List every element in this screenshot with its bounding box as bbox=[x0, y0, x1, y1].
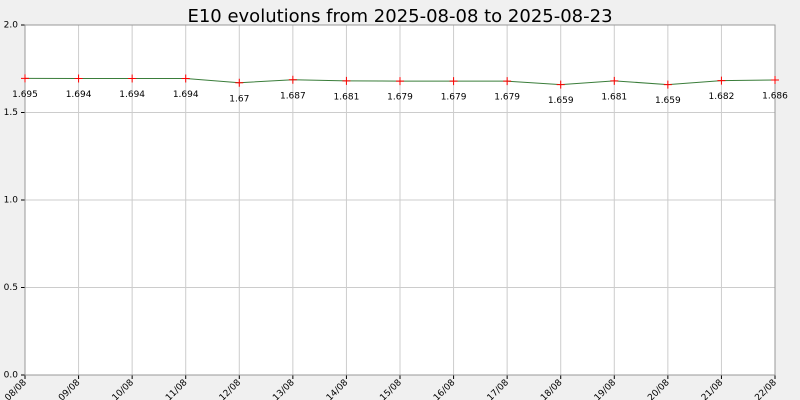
y-tick-label: 0.5 bbox=[4, 283, 18, 293]
marker bbox=[663, 80, 672, 89]
x-tick-label: 10/08 bbox=[111, 378, 137, 400]
y-tick-label: 1.5 bbox=[4, 108, 18, 118]
marker bbox=[181, 74, 190, 83]
x-tick-label: 11/08 bbox=[164, 378, 190, 400]
marker bbox=[74, 74, 83, 83]
marker bbox=[771, 75, 779, 84]
plot-border bbox=[24, 24, 776, 376]
chart-title: E10 evolutions from 2025-08-08 to 2025-0… bbox=[187, 6, 612, 27]
value-label: 1.679 bbox=[387, 93, 413, 103]
marker bbox=[342, 76, 351, 85]
value-label: 1.679 bbox=[494, 93, 520, 103]
value-label: 1.694 bbox=[66, 90, 92, 100]
x-tick-label: 18/08 bbox=[539, 378, 565, 400]
x-tick-label: 19/08 bbox=[593, 378, 619, 400]
value-label: 1.694 bbox=[119, 90, 145, 100]
x-tick-label: 16/08 bbox=[432, 378, 458, 400]
marker bbox=[288, 75, 297, 84]
value-label: 1.695 bbox=[12, 90, 38, 100]
value-label: 1.681 bbox=[601, 92, 627, 102]
x-tick-label: 08/08 bbox=[3, 378, 29, 400]
value-label: 1.659 bbox=[548, 96, 574, 106]
value-label: 1.681 bbox=[334, 92, 360, 102]
value-label: 1.687 bbox=[280, 91, 306, 101]
marker bbox=[503, 77, 512, 86]
value-label: 1.694 bbox=[173, 90, 199, 100]
value-label: 1.659 bbox=[655, 96, 681, 106]
x-tick-label: 15/08 bbox=[378, 378, 404, 400]
value-label: 1.679 bbox=[441, 93, 467, 103]
x-tick-label: 14/08 bbox=[325, 378, 351, 400]
marker bbox=[449, 77, 458, 86]
marker bbox=[235, 78, 244, 87]
x-tick-label: 17/08 bbox=[486, 378, 512, 400]
marker bbox=[610, 76, 619, 85]
y-tick-label: 2.0 bbox=[4, 21, 19, 31]
x-tick-label: 20/08 bbox=[646, 378, 672, 400]
y-tick-label: 0.0 bbox=[4, 371, 19, 381]
x-tick-label: 22/08 bbox=[753, 378, 779, 400]
marker bbox=[556, 80, 565, 89]
marker bbox=[396, 77, 404, 86]
value-label: 1.686 bbox=[762, 91, 788, 101]
marker bbox=[128, 74, 137, 83]
x-tick-label: 09/08 bbox=[57, 378, 83, 400]
x-tick-label: 21/08 bbox=[700, 378, 726, 400]
marker bbox=[21, 74, 29, 83]
value-label: 1.682 bbox=[709, 92, 735, 102]
y-tick-label: 1.0 bbox=[4, 196, 19, 206]
x-tick-label: 12/08 bbox=[218, 378, 244, 400]
value-label: 1.67 bbox=[229, 94, 249, 104]
marker bbox=[717, 76, 726, 85]
x-tick-label: 13/08 bbox=[271, 378, 297, 400]
